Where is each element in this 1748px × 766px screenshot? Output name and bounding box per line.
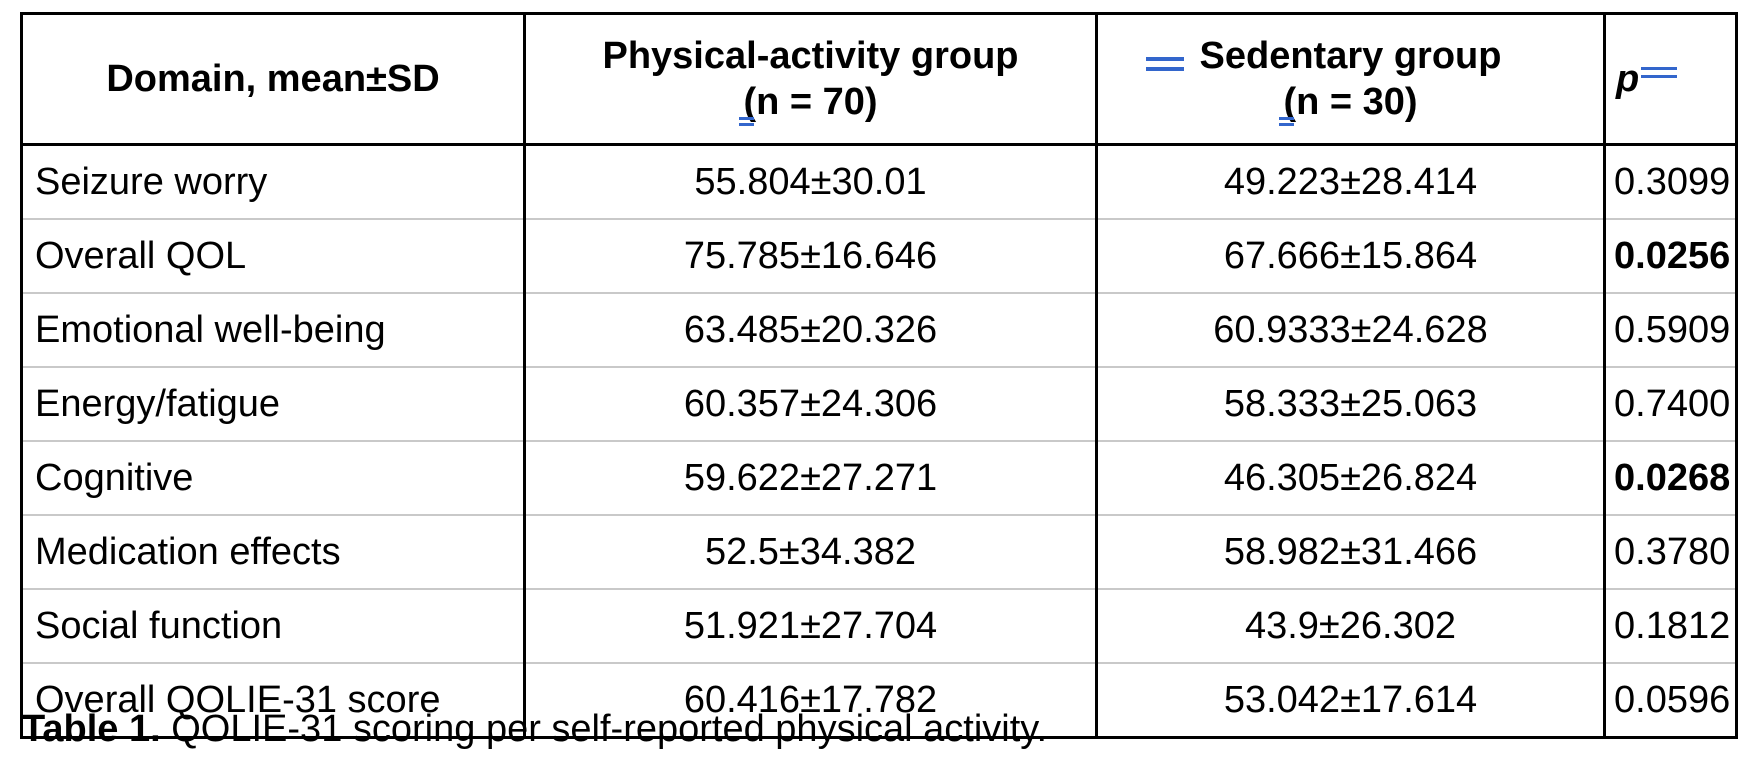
revision-equals-mark-icon xyxy=(1641,67,1678,78)
table-row: Energy/fatigue 60.357±24.306 58.333±25.0… xyxy=(20,366,1738,441)
p-value-cell: 0.3780 xyxy=(1603,514,1738,589)
domain-cell: Overall QOL xyxy=(20,218,526,293)
domain-cell: Medication effects xyxy=(20,514,526,589)
column-header-sed-line2: (n = 30) xyxy=(1283,81,1418,123)
sed-value-cell: 43.9±26.302 xyxy=(1095,588,1606,663)
domain-cell: Social function xyxy=(20,588,526,663)
domain-cell: Seizure worry xyxy=(20,144,526,219)
domain-cell: Energy/fatigue xyxy=(20,366,526,441)
sed-value-cell: 49.223±28.414 xyxy=(1095,144,1606,219)
qolie-31-table: Domain, mean±SD Physical-activity group … xyxy=(20,12,1738,739)
column-header-sedentary: Sedentary group (n = 30) xyxy=(1095,13,1606,146)
revision-double-underline-icon xyxy=(738,117,754,126)
sed-value-cell: 58.333±25.063 xyxy=(1095,366,1606,441)
sed-value-cell: 46.305±26.824 xyxy=(1095,440,1606,515)
column-header-p-value: p xyxy=(1603,13,1738,146)
sed-value-cell: 67.666±15.864 xyxy=(1095,218,1606,293)
column-header-domain-label: Domain, mean±SD xyxy=(106,58,440,100)
sed-value-cell: 58.982±31.466 xyxy=(1095,514,1606,589)
table-row: Medication effects 52.5±34.382 58.982±31… xyxy=(20,514,1738,589)
table-caption-label: Table 1. xyxy=(22,708,161,750)
domain-cell: Cognitive xyxy=(20,440,526,515)
table-row: Social function 51.921±27.704 43.9±26.30… xyxy=(20,588,1738,663)
table-header-row: Domain, mean±SD Physical-activity group … xyxy=(20,13,1738,146)
p-value-cell: 0.0596 xyxy=(1603,662,1738,738)
pa-value-cell: 52.5±34.382 xyxy=(523,514,1098,589)
p-value-cell: 0.5909 xyxy=(1603,292,1738,367)
pa-value-cell: 75.785±16.646 xyxy=(523,218,1098,293)
pa-value-cell: 60.416±17.782 xyxy=(523,662,1098,738)
table-caption-text: QOLIE-31 scoring per self-reported physi… xyxy=(171,708,1048,750)
p-value-cell: 0.1812 xyxy=(1603,588,1738,663)
table-row: Cognitive 59.622±27.271 46.305±26.824 0.… xyxy=(20,440,1738,515)
p-value-cell: 0.0268 xyxy=(1603,440,1738,515)
column-header-sed-line1: Sedentary group xyxy=(1199,35,1502,77)
p-value-cell: 0.7400 xyxy=(1603,366,1738,441)
pa-value-cell: 51.921±27.704 xyxy=(523,588,1098,663)
table-row: Emotional well-being 63.485±20.326 60.93… xyxy=(20,292,1738,367)
column-header-pa-line2: (n = 70) xyxy=(743,81,878,123)
pa-value-cell: 63.485±20.326 xyxy=(523,292,1098,367)
domain-cell: Emotional well-being xyxy=(20,292,526,367)
column-header-physical-activity: Physical-activity group (n = 70) xyxy=(523,13,1098,146)
column-header-pa-line1: Physical-activity group xyxy=(602,35,1019,77)
table-row: Overall QOLIE-31 score 60.416±17.782 53.… xyxy=(20,662,1738,738)
sed-value-cell: 60.9333±24.628 xyxy=(1095,292,1606,367)
pa-value-cell: 59.622±27.271 xyxy=(523,440,1098,515)
revision-equals-mark-icon xyxy=(1146,57,1184,71)
p-value-cell: 0.3099 xyxy=(1603,144,1738,219)
column-header-domain: Domain, mean±SD xyxy=(20,13,526,146)
table-caption: Table 1. QOLIE-31 scoring per self-repor… xyxy=(22,706,1047,752)
sed-value-cell: 53.042±17.614 xyxy=(1095,662,1606,738)
table-row: Overall QOL 75.785±16.646 67.666±15.864 … xyxy=(20,218,1738,293)
revision-double-underline-icon xyxy=(1278,117,1294,126)
pa-value-cell: 60.357±24.306 xyxy=(523,366,1098,441)
p-value-symbol: p xyxy=(1616,58,1640,100)
table-row: Seizure worry 55.804±30.01 49.223±28.414… xyxy=(20,144,1738,219)
domain-cell: Overall QOLIE-31 score xyxy=(20,662,526,738)
p-value-cell: 0.0256 xyxy=(1603,218,1738,293)
pa-value-cell: 55.804±30.01 xyxy=(523,144,1098,219)
